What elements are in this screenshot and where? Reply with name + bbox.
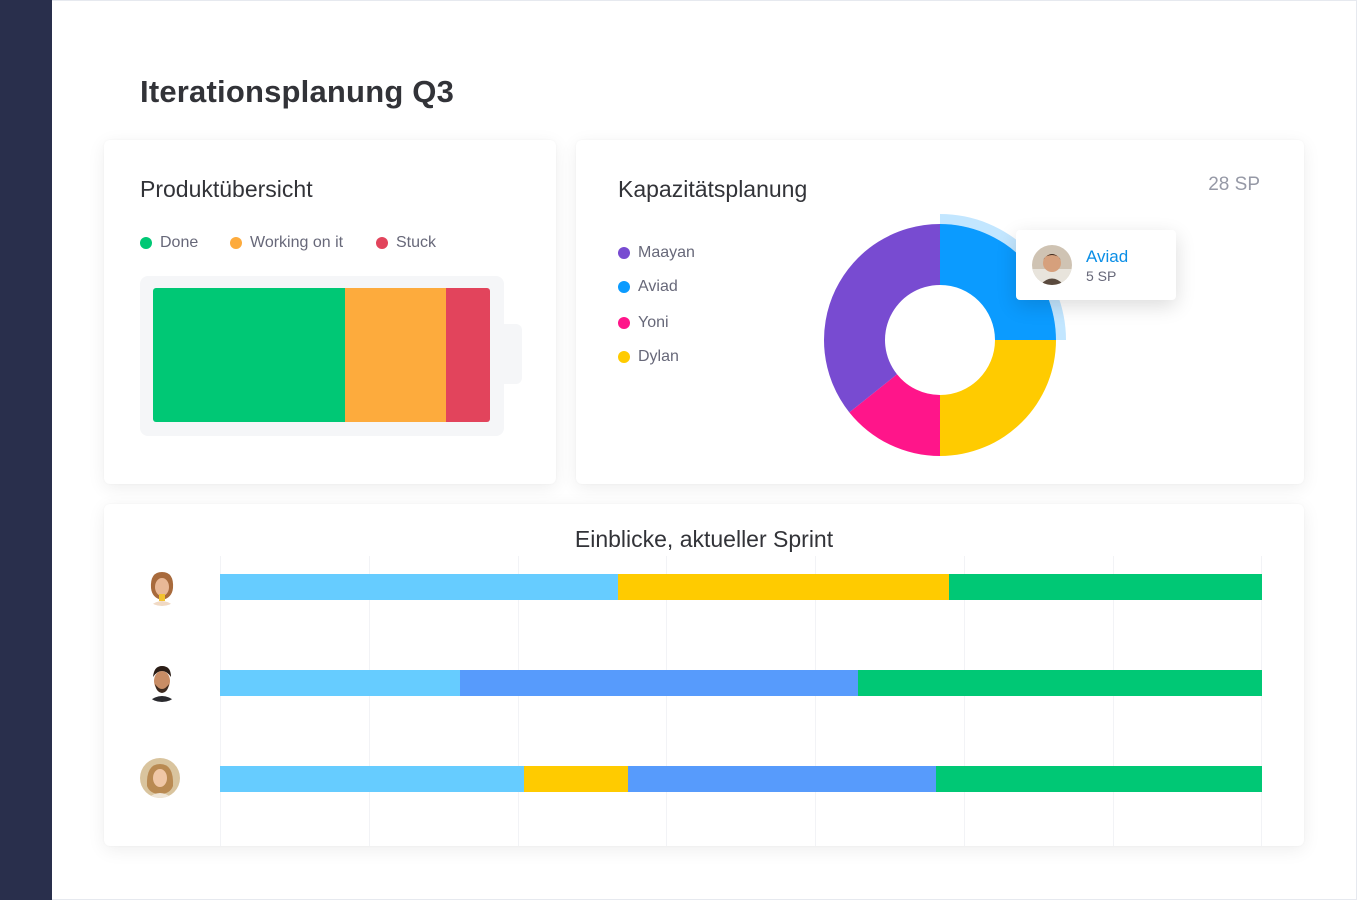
- grid-line: [518, 556, 519, 846]
- battery-fill: [153, 288, 490, 422]
- sprint-bar-row: [220, 574, 1262, 600]
- product-overview-title: Produktübersicht: [140, 176, 313, 202]
- legend-label: Done: [160, 234, 199, 251]
- sprint-bar-segment: [220, 574, 619, 600]
- aviad-dot-icon: [618, 281, 630, 293]
- sprint-bar-segment: [935, 766, 1262, 792]
- aviad-tooltip: Aviad 5 SP: [1016, 230, 1176, 300]
- status-battery: [140, 276, 504, 436]
- sprint-bar-segment: [524, 766, 629, 792]
- page-title: Iterationsplanung Q3: [140, 74, 455, 109]
- user-avatar-3: [140, 758, 180, 798]
- capacity-title: Kapazitätsplanung: [618, 176, 808, 202]
- legend-item-stuck: Stuck: [376, 234, 436, 252]
- sprint-bar-segment: [949, 574, 1262, 600]
- battery-segment-done: [153, 288, 346, 422]
- tooltip-value: 5 SP: [1086, 268, 1117, 284]
- battery-segment-working-on-it: [345, 288, 447, 422]
- sprint-bar-segment: [857, 670, 1262, 696]
- legend-item-aviad: Aviad: [618, 278, 678, 296]
- user-avatar-aviad: [1032, 245, 1072, 285]
- sprint-card: Einblicke, aktueller Sprint: [104, 504, 1304, 846]
- legend-item-working: Working on it: [230, 234, 343, 252]
- grid-line: [964, 556, 965, 846]
- sprint-bar-segment: [220, 766, 525, 792]
- battery-segment-stuck: [446, 288, 490, 422]
- grid-line: [220, 556, 221, 846]
- legend-label: Dylan: [638, 348, 679, 365]
- grid-line: [666, 556, 667, 846]
- user-avatar-2: [142, 662, 182, 702]
- tooltip-name: Aviad: [1086, 247, 1129, 266]
- capacity-card: Kapazitätsplanung 28 SP Maayan Aviad Yon…: [576, 140, 1304, 484]
- sprint-bar-segment: [220, 670, 460, 696]
- donut-slice-yoni[interactable]: [849, 374, 940, 456]
- legend-label: Maayan: [638, 244, 695, 261]
- legend-label: Stuck: [396, 234, 437, 251]
- legend-item-dylan: Dylan: [618, 348, 679, 366]
- legend-item-done: Done: [140, 234, 198, 252]
- grid-line: [815, 556, 816, 846]
- product-overview-card: Produktübersicht Done Working on it Stuc…: [104, 140, 556, 484]
- stuck-dot-icon: [376, 237, 388, 249]
- legend-label: Working on it: [250, 234, 344, 251]
- legend-label: Yoni: [638, 314, 669, 331]
- donut-slice-dylan[interactable]: [940, 340, 1056, 456]
- sprint-bar-row: [220, 670, 1262, 696]
- yoni-dot-icon: [618, 317, 630, 329]
- dylan-dot-icon: [618, 351, 630, 363]
- working-dot-icon: [230, 237, 242, 249]
- legend-label: Aviad: [638, 278, 678, 295]
- grid-line: [1113, 556, 1114, 846]
- left-sidebar: [0, 0, 52, 900]
- capacity-total: 28 SP: [1208, 174, 1260, 195]
- sprint-bar-row: [220, 766, 1262, 792]
- done-dot-icon: [140, 237, 152, 249]
- legend-item-yoni: Yoni: [618, 314, 669, 332]
- donut-slice-aviad[interactable]: [940, 224, 1056, 340]
- sprint-title: Einblicke, aktueller Sprint: [574, 526, 834, 552]
- sprint-bar-segment: [459, 670, 858, 696]
- donut-slice-maayan[interactable]: [824, 224, 940, 413]
- grid-line: [1261, 556, 1262, 846]
- legend-item-maayan: Maayan: [618, 244, 695, 262]
- sprint-bar-segment: [618, 574, 950, 600]
- maayan-dot-icon: [618, 247, 630, 259]
- battery-cap: [504, 324, 522, 384]
- grid-line: [369, 556, 370, 846]
- sprint-bar-segment: [628, 766, 936, 792]
- user-avatar-1: [142, 566, 182, 606]
